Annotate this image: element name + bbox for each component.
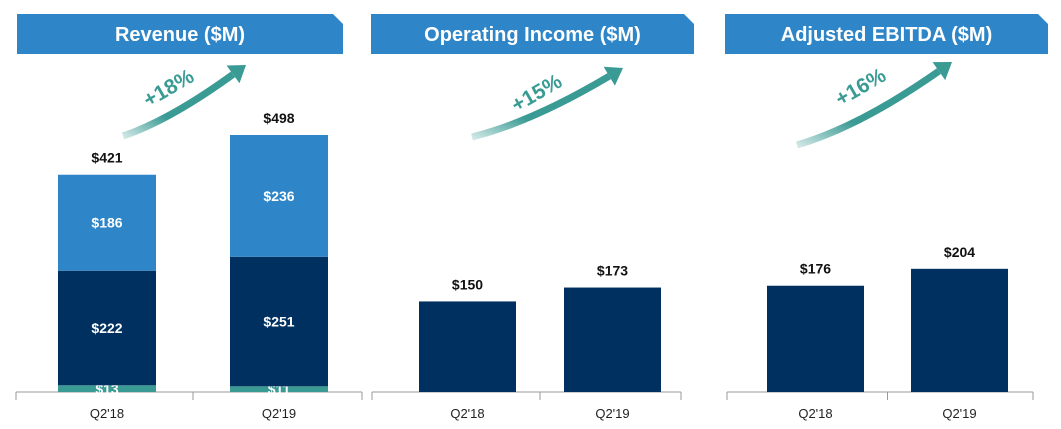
- revenue-segment-value-label: $251: [263, 314, 294, 330]
- revenue-segment-value-label: $236: [263, 188, 294, 204]
- revenue-category-label: Q2'19: [262, 406, 296, 421]
- adjusted-ebitda-bar-0: [767, 285, 864, 392]
- adjusted-ebitda-value-label: $176: [800, 261, 831, 277]
- revenue-bar-1-segment-1: [230, 256, 328, 387]
- revenue-segment-value-label: $222: [91, 320, 122, 336]
- adjusted-ebitda-title: Adjusted EBITDA ($M): [781, 24, 992, 46]
- revenue-growth-arrow: [121, 71, 236, 140]
- adjusted-ebitda-growth-arrow: [796, 68, 941, 149]
- operating-income-growth-arrowhead: [603, 66, 623, 86]
- revenue-bar-1-segment-2: [230, 135, 328, 257]
- adjusted-ebitda-growth-arrowhead: [932, 62, 952, 81]
- revenue-bar-0-segment-1: [58, 270, 156, 386]
- adjusted-ebitda-category-label: Q2'18: [798, 406, 832, 421]
- revenue-bar-0-segment-2: [58, 174, 156, 271]
- revenue-total-label: $498: [263, 110, 294, 126]
- operating-income-category-label: Q2'18: [450, 406, 484, 421]
- operating-income-bar-0: [419, 301, 516, 392]
- revenue-segment-value-label: $186: [91, 215, 122, 231]
- operating-income-growth-label: +15%: [507, 70, 566, 117]
- operating-income-title: Operating Income ($M): [424, 24, 641, 46]
- revenue-bar-1-segment-0: [230, 386, 328, 392]
- operating-income-title-banner: [371, 14, 694, 54]
- operating-income-bar-1: [564, 287, 661, 392]
- revenue-bar-0-segment-0: [58, 385, 156, 392]
- operating-income-value-label: $173: [597, 263, 628, 279]
- revenue-growth-arrowhead: [226, 65, 246, 84]
- operating-income-growth-arrow: [471, 73, 612, 141]
- revenue-title: Revenue ($M): [115, 24, 245, 46]
- operating-income-category-label: Q2'19: [595, 406, 629, 421]
- revenue-category-label: Q2'18: [90, 406, 124, 421]
- adjusted-ebitda-category-label: Q2'19: [942, 406, 976, 421]
- adjusted-ebitda-value-label: $204: [944, 244, 975, 260]
- adjusted-ebitda-bar-1: [911, 268, 1008, 392]
- operating-income-value-label: $150: [452, 276, 483, 292]
- revenue-title-banner: [17, 14, 343, 54]
- revenue-total-label: $421: [91, 150, 122, 166]
- adjusted-ebitda-title-banner: [725, 14, 1048, 54]
